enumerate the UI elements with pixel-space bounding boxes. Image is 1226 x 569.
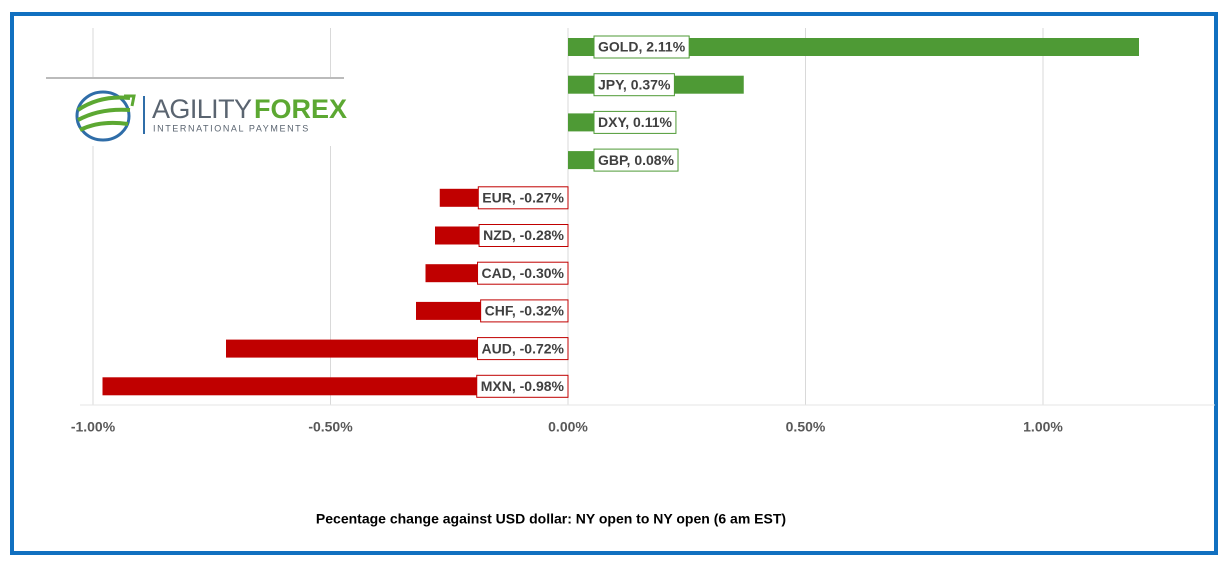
value-label: CAD, -0.30% — [482, 265, 565, 281]
value-label: NZD, -0.28% — [483, 227, 564, 243]
logo-brand: FOREX — [254, 94, 347, 124]
logo-tagline: INTERNATIONAL PAYMENTS — [153, 123, 310, 133]
value-label-box — [593, 148, 679, 172]
bar — [568, 38, 1139, 56]
value-label: AUD, -0.72% — [482, 340, 565, 356]
value-label: CHF, -0.32% — [485, 303, 565, 319]
x-tick-label: -1.00% — [71, 419, 116, 435]
logo-globe — [75, 90, 131, 142]
value-label-box — [478, 224, 569, 247]
value-label-box — [593, 110, 677, 134]
value-label: MXN, -0.98% — [481, 378, 565, 394]
value-label: EUR, -0.27% — [482, 190, 564, 206]
x-tick-label: 1.00% — [1023, 419, 1063, 435]
x-tick-label: -0.50% — [308, 419, 353, 435]
bar — [102, 377, 568, 396]
value-label-box — [476, 374, 569, 398]
value-label: JPY, 0.37% — [598, 76, 671, 92]
value-label: GOLD, 2.11% — [598, 39, 686, 55]
logo-swoosh — [76, 95, 131, 132]
x-tick-label: 0.50% — [786, 419, 826, 435]
value-label: GBP, 0.08% — [598, 152, 675, 168]
logo-brand: AGILITY — [152, 94, 252, 124]
value-label-box — [477, 337, 569, 361]
value-label-box — [593, 35, 690, 59]
logo-arrow — [124, 94, 136, 107]
x-tick-label: 0.00% — [548, 419, 588, 435]
logo: AGILITY FOREX INTERNATIONAL PAYMENTS — [46, 77, 347, 146]
value-label: DXY, 0.11% — [598, 114, 672, 130]
value-label-box — [477, 186, 569, 210]
value-label-box — [480, 299, 569, 323]
value-label-box — [593, 73, 675, 97]
axis-title: Pecentage change against USD dollar: NY … — [316, 511, 786, 527]
value-label-box — [477, 261, 569, 285]
